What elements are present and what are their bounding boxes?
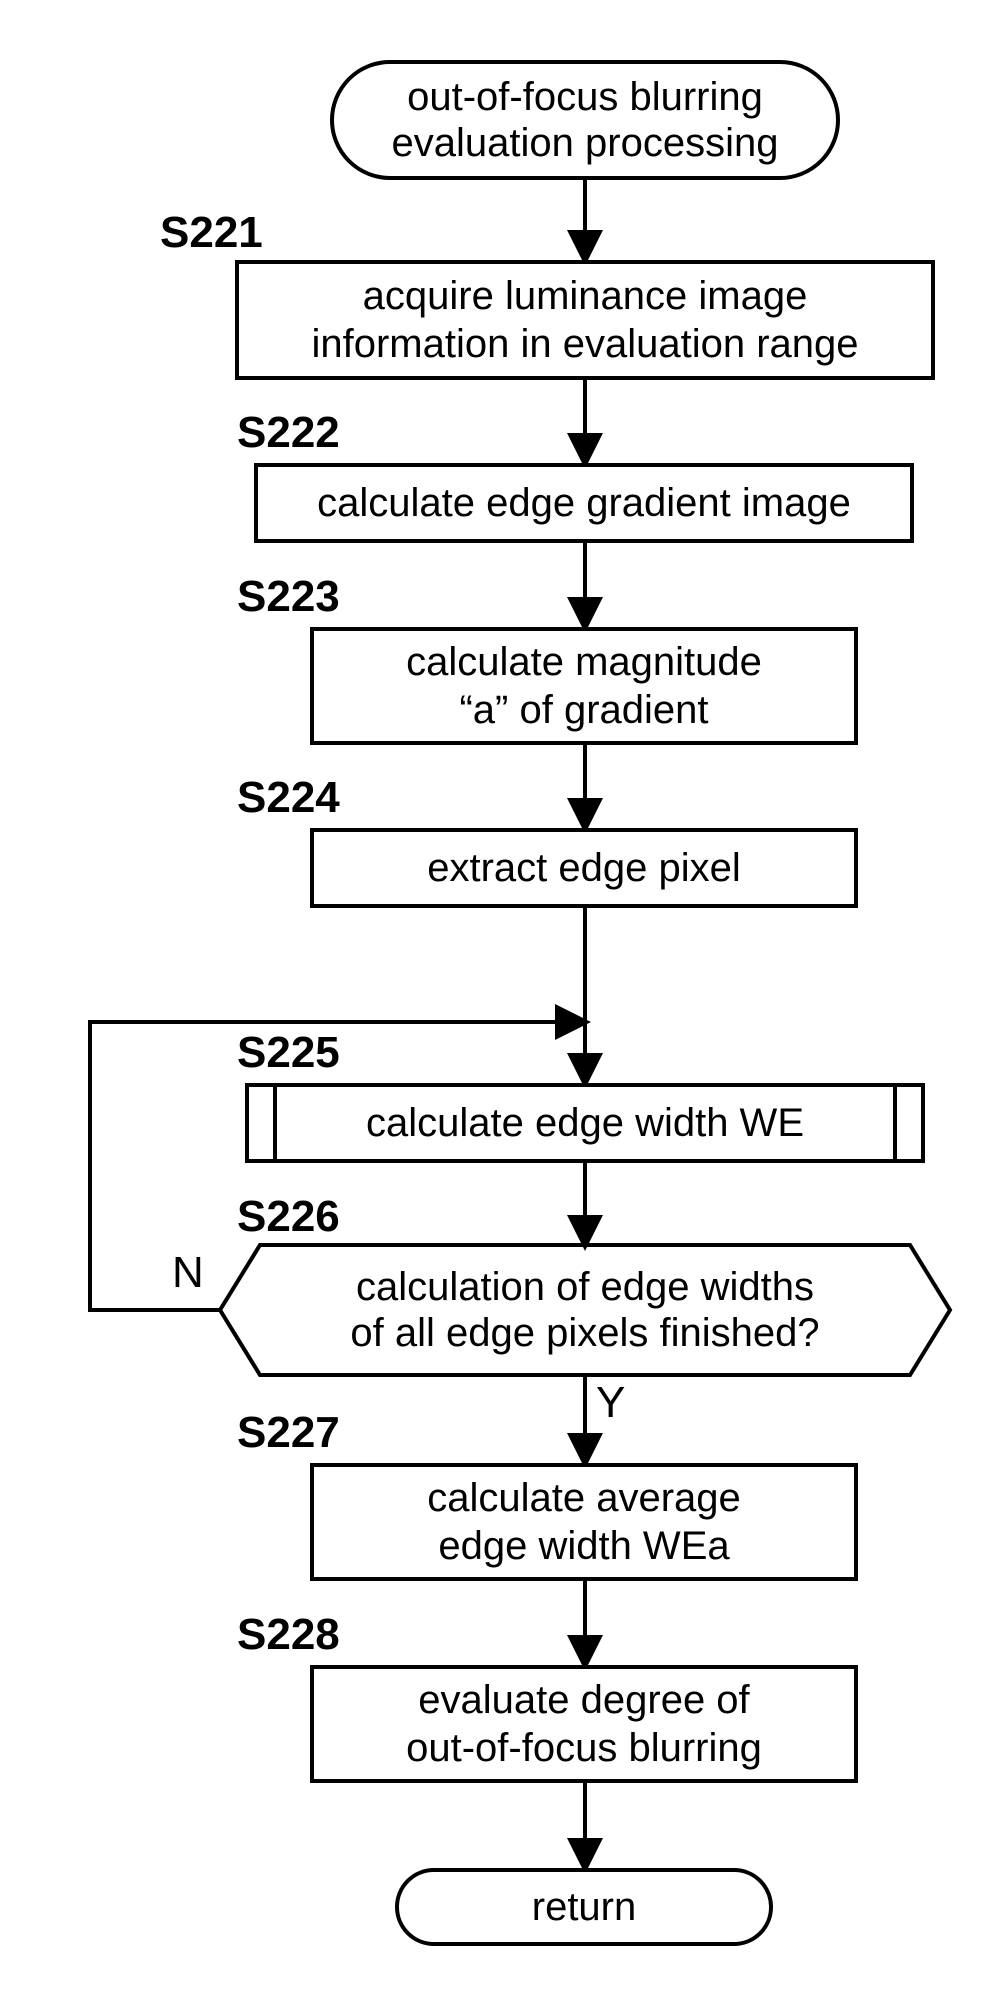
process-s228-text: evaluate degree of out-of-focus blurring: [406, 1676, 762, 1772]
process-s221: acquire luminance image information in e…: [235, 260, 935, 380]
step-label-s223: S223: [237, 572, 340, 622]
process-s227-text: calculate average edge width WEa: [427, 1474, 741, 1570]
flowchart-canvas: out-of-focus blurring evaluation process…: [0, 0, 995, 2016]
step-label-s228: S228: [237, 1610, 340, 1660]
subprocess-s225: calculate edge width WE: [245, 1083, 925, 1163]
process-s227: calculate average edge width WEa: [310, 1463, 858, 1581]
process-s222: calculate edge gradient image: [254, 463, 914, 543]
process-s228: evaluate degree of out-of-focus blurring: [310, 1665, 858, 1783]
step-label-s226: S226: [237, 1192, 340, 1242]
subprocess-s225-text: calculate edge width WE: [366, 1101, 804, 1146]
process-s224: extract edge pixel: [310, 828, 858, 908]
step-label-s221: S221: [160, 208, 263, 258]
decision-s226-no-label: N: [172, 1248, 204, 1298]
process-s221-text: acquire luminance image information in e…: [311, 272, 858, 368]
return-terminator: return: [395, 1868, 773, 1946]
start-text: out-of-focus blurring evaluation process…: [392, 74, 779, 166]
decision-s226-text: calculation of edge widths of all edge p…: [350, 1264, 819, 1356]
process-s222-text: calculate edge gradient image: [317, 479, 851, 527]
step-label-s224: S224: [237, 773, 340, 823]
return-text: return: [532, 1884, 637, 1930]
process-s224-text: extract edge pixel: [427, 844, 741, 892]
decision-s226: calculation of edge widths of all edge p…: [220, 1245, 950, 1375]
step-label-s222: S222: [237, 408, 340, 458]
start-terminator: out-of-focus blurring evaluation process…: [330, 60, 840, 180]
step-label-s225: S225: [237, 1028, 340, 1078]
process-s223: calculate magnitude “a” of gradient: [310, 627, 858, 745]
step-label-s227: S227: [237, 1408, 340, 1458]
process-s223-text: calculate magnitude “a” of gradient: [406, 638, 762, 734]
decision-s226-yes-label: Y: [596, 1378, 625, 1428]
